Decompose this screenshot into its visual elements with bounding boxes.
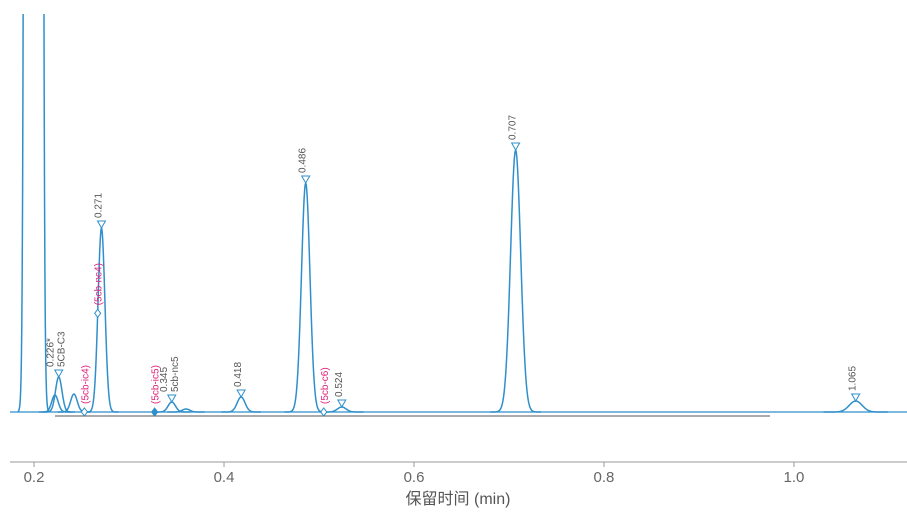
peak-label: 0.486 bbox=[298, 148, 309, 173]
peak-marker bbox=[850, 393, 861, 403]
peak-name: 5CB-C3 bbox=[57, 331, 68, 367]
peak bbox=[17, 14, 50, 413]
peak-label: 0.418 bbox=[233, 362, 244, 387]
expected-label: (5cb-nc4) bbox=[94, 263, 105, 305]
peak-label: 0.345 bbox=[159, 367, 170, 392]
expected-marker bbox=[320, 407, 328, 417]
peak-marker bbox=[53, 369, 64, 379]
peak-label: 0.271 bbox=[93, 193, 104, 218]
peak-marker bbox=[510, 142, 521, 152]
plot-area bbox=[10, 14, 907, 413]
x-axis-label: 保留时间 (min) bbox=[406, 490, 511, 508]
peak-label: 0.707 bbox=[508, 115, 519, 140]
peak bbox=[221, 396, 261, 413]
x-tick-label: 0.8 bbox=[594, 469, 615, 486]
x-tick-label: 1.0 bbox=[784, 469, 805, 486]
expected-label: (5cb-ic4) bbox=[80, 365, 91, 404]
peak-marker bbox=[96, 220, 107, 230]
peak-label: 1.065 bbox=[848, 366, 859, 391]
peak-name: 5cb-nc5 bbox=[170, 356, 181, 392]
peak bbox=[490, 147, 541, 413]
peak bbox=[823, 400, 888, 413]
expected-marker bbox=[80, 407, 89, 417]
peak-label: 0.226* bbox=[46, 338, 57, 367]
peak-label: 0.524 bbox=[334, 372, 345, 397]
expected-label: (5cb-c6) bbox=[320, 367, 331, 404]
x-tick-label: 0.6 bbox=[404, 469, 425, 486]
expected-marker bbox=[94, 308, 102, 319]
expected-label: (5cb-ic5) bbox=[151, 365, 162, 404]
x-tick-label: 0.2 bbox=[24, 469, 45, 486]
peak-marker bbox=[336, 399, 347, 409]
peak-marker bbox=[236, 389, 246, 399]
x-tick-label: 0.4 bbox=[214, 469, 235, 486]
peak-marker bbox=[300, 175, 311, 185]
expected-marker bbox=[151, 407, 159, 417]
peak-marker bbox=[166, 394, 177, 404]
